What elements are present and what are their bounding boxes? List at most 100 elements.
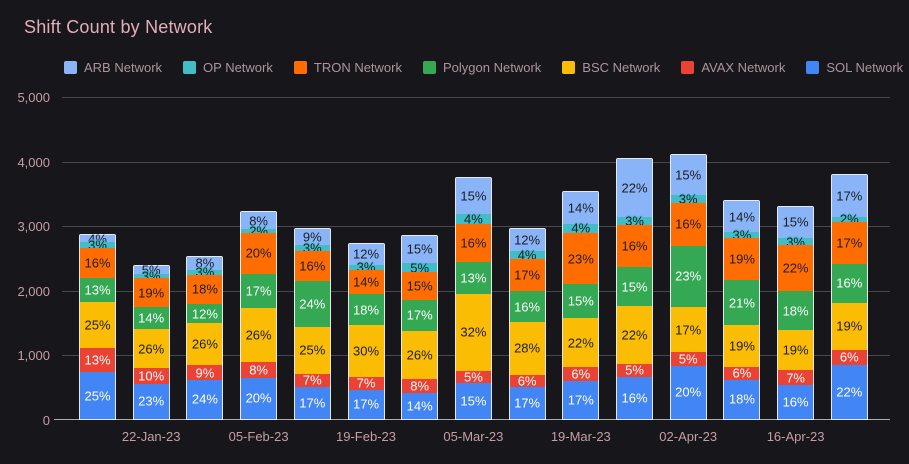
legend-item-tron-network[interactable]: TRON Network bbox=[293, 60, 402, 75]
segment-bsc-network[interactable]: 22% bbox=[617, 306, 652, 364]
segment-arb-network[interactable]: 15% bbox=[670, 154, 706, 195]
segment-tron-network[interactable]: 17% bbox=[831, 221, 867, 264]
legend-item-op-network[interactable]: OP Network bbox=[183, 60, 273, 75]
segment-avax-network[interactable]: 13% bbox=[80, 348, 115, 373]
segment-bsc-network[interactable]: 26% bbox=[402, 330, 438, 379]
segment-polygon-network[interactable]: 18% bbox=[778, 291, 814, 330]
segment-bsc-network[interactable]: 26% bbox=[187, 323, 223, 366]
segment-tron-network[interactable]: 19% bbox=[724, 238, 760, 280]
segment-bsc-network[interactable]: 17% bbox=[670, 306, 706, 353]
legend-item-sol-network[interactable]: SOL Network bbox=[806, 60, 903, 75]
segment-bsc-network[interactable]: 26% bbox=[133, 328, 169, 369]
segment-bsc-network[interactable]: 28% bbox=[509, 321, 545, 376]
legend-item-bsc-network[interactable]: BSC Network bbox=[562, 60, 660, 75]
segment-bsc-network[interactable]: 32% bbox=[455, 293, 491, 371]
segment-tron-network[interactable]: 16% bbox=[617, 224, 652, 267]
segment-arb-network[interactable]: 12% bbox=[348, 244, 384, 265]
segment-tron-network[interactable]: 16% bbox=[455, 223, 491, 263]
segment-op-network[interactable]: 4% bbox=[509, 248, 545, 263]
legend-item-arb-network[interactable]: ARB Network bbox=[64, 60, 162, 75]
segment-sol-network[interactable]: 18% bbox=[724, 379, 760, 419]
segment-avax-network[interactable]: 5% bbox=[617, 363, 652, 378]
segment-bsc-network[interactable]: 30% bbox=[348, 325, 384, 378]
segment-polygon-network[interactable]: 15% bbox=[617, 266, 652, 307]
segment-polygon-network[interactable]: 18% bbox=[348, 294, 384, 326]
segment-polygon-network[interactable]: 13% bbox=[455, 262, 491, 294]
segment-polygon-network[interactable]: 21% bbox=[724, 279, 760, 326]
segment-sol-network[interactable]: 16% bbox=[778, 384, 814, 419]
segment-polygon-network[interactable]: 24% bbox=[294, 281, 330, 327]
segment-arb-network[interactable]: 15% bbox=[455, 178, 491, 215]
segment-bsc-network[interactable]: 22% bbox=[563, 317, 599, 368]
segment-bsc-network[interactable]: 25% bbox=[294, 326, 330, 374]
segment-avax-network[interactable]: 10% bbox=[133, 368, 169, 384]
segment-arb-network[interactable]: 4% bbox=[80, 231, 115, 246]
segment-arb-network[interactable]: 8% bbox=[241, 212, 277, 229]
segment-tron-network[interactable]: 16% bbox=[294, 251, 330, 282]
segment-bsc-network[interactable]: 19% bbox=[724, 325, 760, 367]
segment-avax-network[interactable]: 7% bbox=[348, 376, 384, 391]
segment-sol-network[interactable]: 15% bbox=[455, 382, 491, 419]
segment-sol-network[interactable]: 16% bbox=[617, 377, 652, 419]
segment-avax-network[interactable]: 7% bbox=[294, 373, 330, 388]
segment-arb-network[interactable]: 17% bbox=[831, 174, 867, 217]
segment-polygon-network[interactable]: 16% bbox=[831, 263, 867, 304]
segment-polygon-network[interactable]: 16% bbox=[509, 291, 545, 322]
segment-tron-network[interactable]: 16% bbox=[670, 202, 706, 246]
segment-sol-network[interactable]: 17% bbox=[348, 389, 384, 419]
segment-sol-network[interactable]: 22% bbox=[831, 364, 867, 419]
segment-tron-network[interactable]: 14% bbox=[348, 269, 384, 295]
segment-sol-network[interactable]: 20% bbox=[670, 365, 706, 419]
segment-polygon-network[interactable]: 12% bbox=[187, 303, 223, 324]
segment-arb-network[interactable]: 8% bbox=[187, 256, 223, 271]
segment-sol-network[interactable]: 17% bbox=[294, 386, 330, 419]
segment-avax-network[interactable]: 7% bbox=[778, 370, 814, 385]
segment-sol-network[interactable]: 25% bbox=[80, 372, 115, 419]
segment-arb-network[interactable]: 15% bbox=[402, 235, 438, 264]
segment-sol-network[interactable]: 24% bbox=[187, 380, 223, 419]
segment-avax-network[interactable]: 5% bbox=[455, 369, 491, 384]
segment-arb-network[interactable]: 15% bbox=[778, 206, 814, 239]
legend-item-polygon-network[interactable]: Polygon Network bbox=[423, 60, 541, 75]
segment-op-network[interactable]: 4% bbox=[563, 221, 599, 236]
segment-polygon-network[interactable]: 17% bbox=[402, 299, 438, 331]
segment-arb-network[interactable]: 9% bbox=[294, 228, 330, 246]
segment-arb-network[interactable]: 5% bbox=[133, 262, 169, 277]
segment-avax-network[interactable]: 8% bbox=[402, 378, 438, 393]
segment-tron-network[interactable]: 19% bbox=[133, 278, 169, 308]
segment-avax-network[interactable]: 9% bbox=[187, 365, 223, 380]
segment-tron-network[interactable]: 15% bbox=[402, 272, 438, 300]
segment-sol-network[interactable]: 14% bbox=[402, 393, 438, 419]
segment-op-network[interactable]: 4% bbox=[455, 212, 491, 227]
segment-bsc-network[interactable]: 25% bbox=[80, 301, 115, 349]
segment-op-network[interactable]: 3% bbox=[617, 213, 652, 228]
segment-tron-network[interactable]: 18% bbox=[187, 274, 223, 304]
segment-tron-network[interactable]: 17% bbox=[509, 258, 545, 292]
segment-avax-network[interactable]: 8% bbox=[241, 361, 277, 379]
segment-avax-network[interactable]: 6% bbox=[724, 366, 760, 381]
segment-bsc-network[interactable]: 26% bbox=[241, 308, 277, 362]
legend-item-avax-network[interactable]: AVAX Network bbox=[681, 60, 785, 75]
segment-polygon-network[interactable]: 17% bbox=[241, 273, 277, 309]
segment-avax-network[interactable]: 6% bbox=[831, 350, 867, 365]
segment-bsc-network[interactable]: 19% bbox=[778, 329, 814, 371]
segment-bsc-network[interactable]: 19% bbox=[831, 303, 867, 350]
segment-arb-network[interactable]: 12% bbox=[509, 228, 545, 252]
segment-arb-network[interactable]: 14% bbox=[563, 192, 599, 224]
segment-tron-network[interactable]: 16% bbox=[80, 247, 115, 278]
segment-op-network[interactable]: 3% bbox=[670, 191, 706, 206]
segment-tron-network[interactable]: 22% bbox=[778, 244, 814, 292]
segment-tron-network[interactable]: 20% bbox=[241, 232, 277, 274]
segment-arb-network[interactable]: 22% bbox=[617, 159, 652, 218]
segment-tron-network[interactable]: 23% bbox=[563, 232, 599, 285]
segment-sol-network[interactable]: 17% bbox=[563, 380, 599, 419]
segment-op-network[interactable]: 5% bbox=[402, 260, 438, 275]
segment-avax-network[interactable]: 6% bbox=[563, 367, 599, 382]
segment-polygon-network[interactable]: 23% bbox=[670, 245, 706, 307]
segment-polygon-network[interactable]: 14% bbox=[133, 307, 169, 329]
segment-avax-network[interactable]: 5% bbox=[670, 351, 706, 366]
segment-polygon-network[interactable]: 15% bbox=[563, 284, 599, 318]
segment-sol-network[interactable]: 23% bbox=[133, 383, 169, 419]
segment-polygon-network[interactable]: 13% bbox=[80, 277, 115, 302]
segment-sol-network[interactable]: 20% bbox=[241, 378, 277, 419]
